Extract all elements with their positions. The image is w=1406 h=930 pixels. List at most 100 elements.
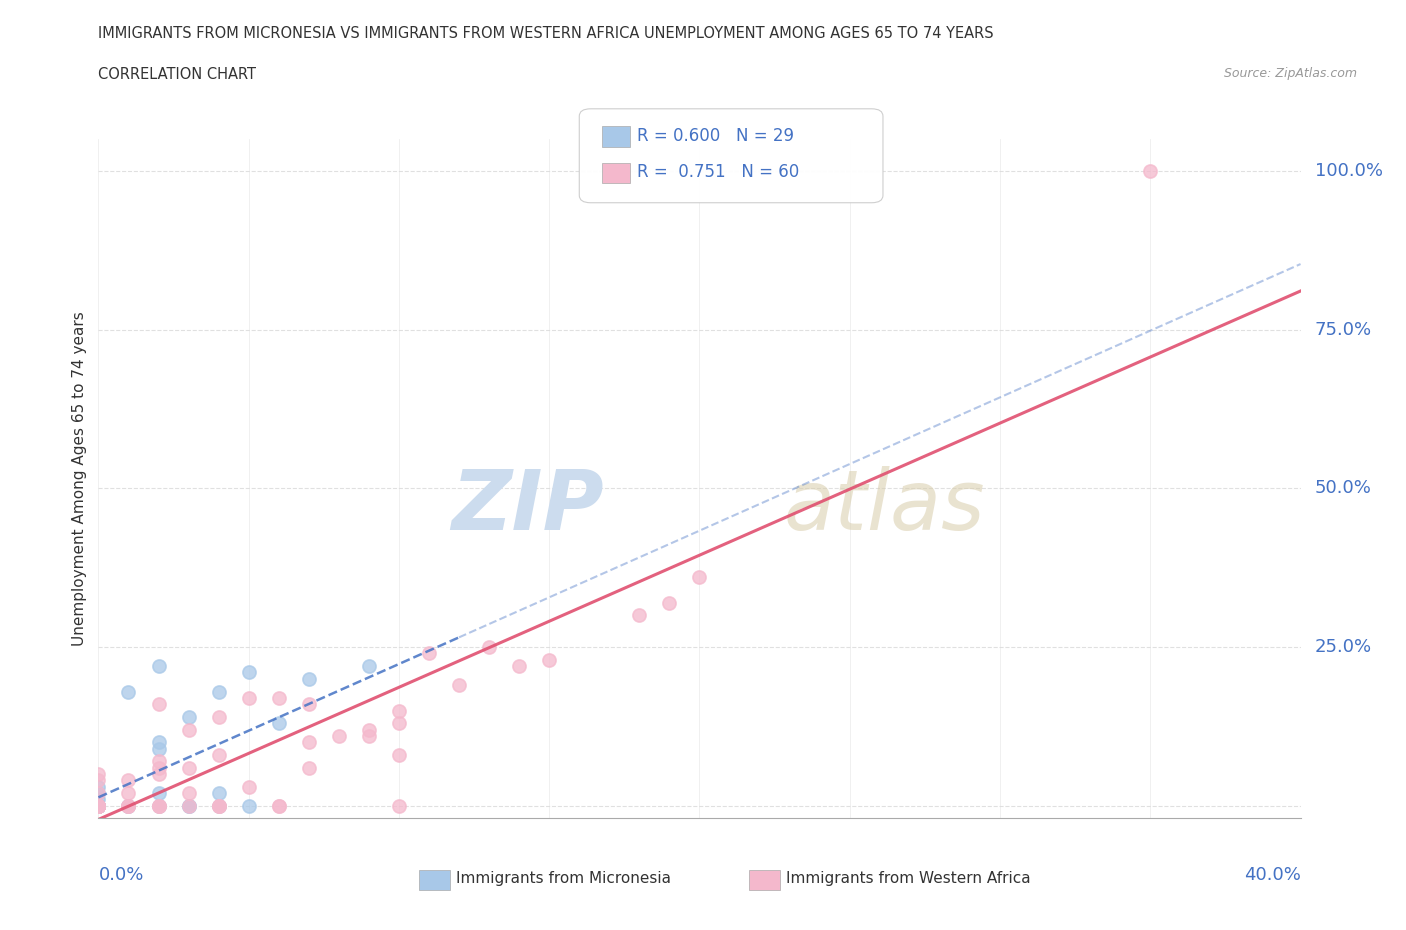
- Point: [148, 697, 170, 711]
- Point: [267, 690, 290, 705]
- Point: [87, 798, 110, 813]
- Point: [148, 798, 170, 813]
- Text: 25.0%: 25.0%: [1315, 638, 1372, 656]
- Point: [177, 786, 200, 801]
- Point: [208, 786, 231, 801]
- Point: [208, 710, 231, 724]
- Point: [208, 748, 231, 763]
- Text: Immigrants from Micronesia: Immigrants from Micronesia: [456, 871, 671, 886]
- Point: [87, 798, 110, 813]
- Point: [388, 716, 411, 731]
- Point: [148, 798, 170, 813]
- Point: [238, 690, 260, 705]
- Point: [267, 798, 290, 813]
- Point: [177, 722, 200, 737]
- Point: [117, 773, 139, 788]
- Point: [148, 760, 170, 775]
- Text: R = 0.600   N = 29: R = 0.600 N = 29: [637, 126, 794, 145]
- Text: 75.0%: 75.0%: [1315, 321, 1372, 339]
- Point: [208, 798, 231, 813]
- Point: [117, 798, 139, 813]
- Point: [87, 798, 110, 813]
- Point: [148, 798, 170, 813]
- Point: [357, 728, 380, 743]
- Point: [148, 658, 170, 673]
- Point: [298, 735, 321, 750]
- Point: [267, 798, 290, 813]
- Point: [87, 798, 110, 813]
- Text: IMMIGRANTS FROM MICRONESIA VS IMMIGRANTS FROM WESTERN AFRICA UNEMPLOYMENT AMONG : IMMIGRANTS FROM MICRONESIA VS IMMIGRANTS…: [98, 26, 994, 41]
- Point: [238, 798, 260, 813]
- Text: Immigrants from Western Africa: Immigrants from Western Africa: [786, 871, 1031, 886]
- Point: [418, 646, 440, 661]
- Point: [388, 703, 411, 718]
- Point: [87, 798, 110, 813]
- Point: [388, 798, 411, 813]
- Point: [177, 798, 200, 813]
- Point: [87, 786, 110, 801]
- Text: CORRELATION CHART: CORRELATION CHART: [98, 67, 256, 82]
- Point: [1139, 164, 1161, 179]
- Point: [87, 798, 110, 813]
- Point: [87, 798, 110, 813]
- Point: [87, 779, 110, 794]
- Point: [177, 710, 200, 724]
- Text: 0.0%: 0.0%: [98, 866, 143, 884]
- Point: [357, 658, 380, 673]
- Point: [148, 786, 170, 801]
- Text: atlas: atlas: [783, 466, 986, 547]
- Point: [388, 748, 411, 763]
- Point: [87, 798, 110, 813]
- Point: [148, 735, 170, 750]
- Point: [117, 798, 139, 813]
- Point: [87, 798, 110, 813]
- Point: [87, 798, 110, 813]
- Point: [87, 786, 110, 801]
- Point: [538, 652, 561, 667]
- Point: [508, 658, 530, 673]
- Point: [177, 798, 200, 813]
- Point: [628, 608, 651, 623]
- Text: ZIP: ZIP: [451, 466, 603, 547]
- Point: [117, 798, 139, 813]
- Point: [87, 798, 110, 813]
- Point: [208, 798, 231, 813]
- Text: R =  0.751   N = 60: R = 0.751 N = 60: [637, 163, 799, 181]
- Point: [478, 640, 501, 655]
- Point: [117, 684, 139, 699]
- Point: [148, 754, 170, 769]
- Point: [357, 722, 380, 737]
- Point: [298, 697, 321, 711]
- Point: [87, 798, 110, 813]
- Point: [208, 798, 231, 813]
- Point: [328, 728, 350, 743]
- Point: [87, 798, 110, 813]
- Point: [87, 798, 110, 813]
- Point: [298, 760, 321, 775]
- Point: [658, 595, 681, 610]
- Point: [117, 798, 139, 813]
- Point: [87, 766, 110, 781]
- Point: [177, 798, 200, 813]
- Point: [87, 798, 110, 813]
- Point: [238, 665, 260, 680]
- Point: [87, 792, 110, 807]
- Point: [87, 773, 110, 788]
- Point: [117, 786, 139, 801]
- Point: [267, 716, 290, 731]
- Point: [148, 798, 170, 813]
- Point: [208, 798, 231, 813]
- Point: [688, 570, 710, 585]
- Point: [148, 741, 170, 756]
- Point: [117, 798, 139, 813]
- Text: 40.0%: 40.0%: [1244, 866, 1301, 884]
- Point: [208, 684, 231, 699]
- Y-axis label: Unemployment Among Ages 65 to 74 years: Unemployment Among Ages 65 to 74 years: [72, 312, 87, 646]
- Point: [447, 678, 470, 693]
- Point: [87, 798, 110, 813]
- Point: [298, 671, 321, 686]
- Point: [87, 798, 110, 813]
- Point: [87, 798, 110, 813]
- Point: [148, 766, 170, 781]
- Point: [177, 760, 200, 775]
